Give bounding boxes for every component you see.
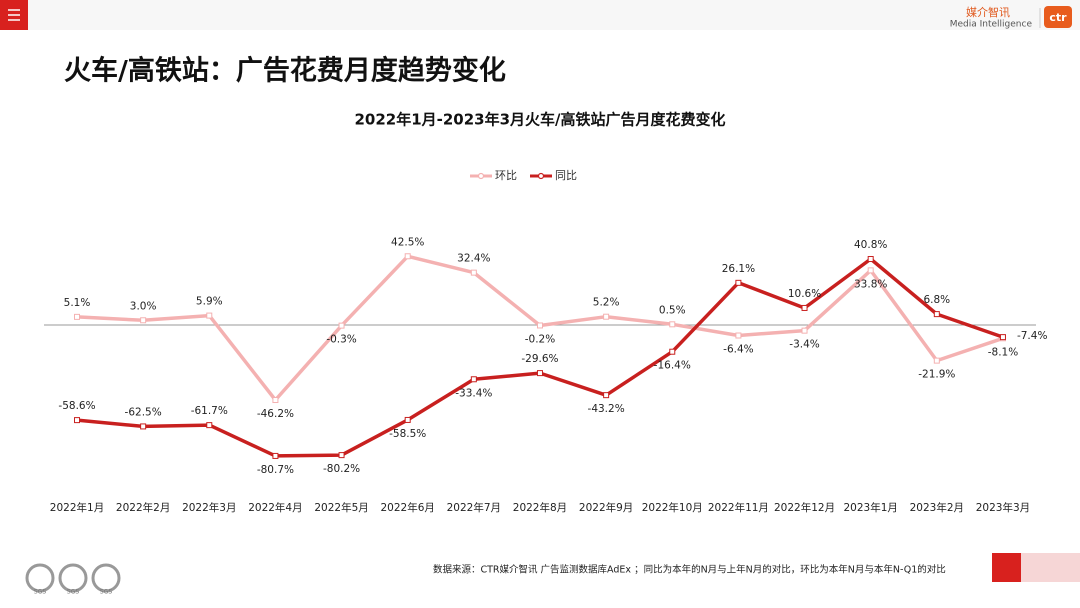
point-marker [735, 332, 742, 339]
point-marker [999, 334, 1006, 341]
data-label: 10.6% [788, 288, 821, 300]
data-label: 32.4% [457, 253, 490, 265]
data-label: -58.5% [389, 428, 426, 440]
data-label: -46.2% [257, 408, 294, 420]
badge-ring [58, 563, 88, 593]
x-tick-label: 2022年1月 [50, 501, 104, 514]
data-label: -29.6% [521, 353, 558, 365]
data-label: -21.9% [918, 369, 955, 381]
point-marker [272, 397, 279, 404]
legend-marker [477, 172, 485, 180]
data-label: -0.2% [525, 333, 555, 345]
data-label: 33.8% [854, 278, 887, 290]
point-marker [669, 321, 676, 328]
x-tick-label: 2023年1月 [843, 501, 897, 514]
point-marker [140, 317, 147, 324]
source-note: 数据来源：CTR媒介智讯 广告监测数据库AdEx ；同比为本年的N月与上年N月的… [433, 564, 946, 576]
point-marker [206, 312, 213, 319]
badges: SGS SGS SGS [25, 563, 121, 596]
point-marker [536, 370, 543, 377]
x-tick-label: 2023年3月 [976, 501, 1030, 514]
point-marker [669, 348, 676, 355]
point-marker [933, 357, 940, 364]
logo-en: Media Intelligence [950, 20, 1033, 30]
slide-title: 火车/高铁站：广告花费月度趋势变化 [64, 55, 506, 87]
data-label: 26.1% [722, 263, 755, 275]
x-tick-label: 2022年3月 [182, 501, 236, 514]
data-label: -3.4% [789, 339, 819, 351]
badge-label: SGS [34, 589, 46, 596]
point-marker [140, 423, 147, 430]
point-marker [801, 327, 808, 334]
point-marker [603, 392, 610, 399]
data-label: 40.8% [854, 239, 887, 251]
data-label: -58.6% [58, 400, 95, 412]
legend-label: 同比 [555, 169, 577, 182]
point-marker [74, 313, 80, 320]
point-marker [536, 322, 543, 329]
data-label: -16.4% [654, 360, 691, 372]
x-tick-label: 2022年6月 [380, 501, 434, 514]
badge-ring [25, 563, 55, 593]
point-marker [338, 322, 345, 329]
x-tick-label: 2022年4月 [248, 501, 302, 514]
data-label: -7.4% [1017, 330, 1047, 342]
data-label: -0.3% [326, 334, 356, 346]
footer-block [1021, 553, 1080, 582]
footer-block [992, 553, 1021, 582]
point-marker [404, 416, 411, 423]
x-tick-label: 2022年12月 [774, 501, 835, 514]
point-marker [470, 269, 477, 276]
data-label: -6.4% [723, 344, 753, 356]
point-marker [74, 417, 80, 424]
point-marker [338, 452, 345, 459]
legend-label: 环比 [495, 169, 517, 182]
menu-icon [8, 9, 20, 21]
point-marker [867, 256, 874, 263]
point-marker [470, 376, 477, 383]
logo-mark: ctr [1049, 11, 1067, 24]
logo-box [1044, 6, 1072, 28]
badge-label: SGS [67, 589, 79, 596]
legend-marker [537, 172, 545, 180]
point-marker [735, 279, 742, 286]
data-label: -80.2% [323, 463, 360, 475]
data-label: -62.5% [125, 406, 162, 418]
x-tick-label: 2022年10月 [642, 501, 703, 514]
point-marker [867, 267, 874, 274]
data-label: 5.1% [64, 297, 91, 309]
data-label: -43.2% [588, 403, 625, 415]
data-label: 42.5% [391, 236, 424, 248]
point-marker [933, 311, 940, 318]
x-tick-label: 2022年7月 [447, 501, 501, 514]
point-marker [603, 313, 610, 320]
x-tick-label: 2023年2月 [910, 501, 964, 514]
data-label: 3.0% [130, 300, 157, 312]
data-label: 5.2% [593, 297, 620, 309]
point-marker [404, 253, 411, 260]
x-tick-label: 2022年8月 [513, 501, 567, 514]
data-label: 0.5% [659, 304, 686, 316]
badge-ring [91, 563, 121, 593]
data-label: 6.8% [923, 294, 950, 306]
data-label: -8.1% [988, 346, 1018, 358]
x-tick-label: 2022年11月 [708, 501, 769, 514]
chart-title: 2022年1月-2023年3月火车/高铁站广告月度花费变化 [354, 111, 725, 129]
data-label: -61.7% [191, 405, 228, 417]
data-label: 5.9% [196, 296, 223, 308]
logo-cn: 媒介智讯 [966, 5, 1010, 19]
data-label: -33.4% [455, 387, 492, 399]
point-marker [801, 304, 808, 311]
x-tick-label: 2022年5月 [314, 501, 368, 514]
top-bar [0, 0, 1080, 30]
point-marker [272, 452, 279, 459]
x-tick-label: 2022年9月 [579, 501, 633, 514]
badge-label: SGS [100, 589, 112, 596]
x-tick-label: 2022年2月 [116, 501, 170, 514]
point-marker [206, 422, 213, 429]
data-label: -80.7% [257, 464, 294, 476]
